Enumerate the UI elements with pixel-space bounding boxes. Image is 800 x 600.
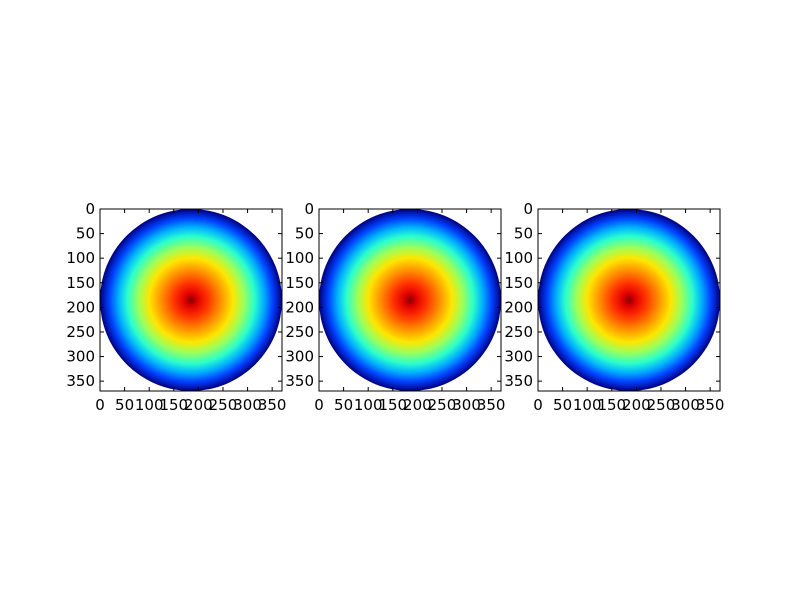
subplot-1: 0 50 1001502002503003500501001502002503003… (66, 200, 286, 414)
x-tick-label: 250 (428, 396, 457, 414)
x-tick-label: 250 (209, 396, 238, 414)
subplot-3: 0 50 1001502002503003500501001502002503003… (504, 200, 724, 414)
x-tick-label: 100 (354, 396, 383, 414)
x-tick-label: 0 (95, 396, 105, 414)
y-tick-label: 300 (504, 348, 533, 366)
y-tick-label: 150 (66, 274, 95, 292)
y-tick-label: 200 (504, 298, 533, 316)
y-tick-label: 0 (304, 200, 314, 218)
x-tick-label: 0 (314, 396, 324, 414)
y-tick-label: 350 (285, 372, 314, 390)
x-tick-label: 300 (233, 396, 262, 414)
y-tick-label: 350 (66, 372, 95, 390)
x-tick-label: 100 (135, 396, 164, 414)
x-tick-label: 350 (258, 396, 287, 414)
y-tick-label: 0 (85, 200, 95, 218)
y-tick-label: 300 (285, 348, 314, 366)
y-tick-label: 0 (523, 200, 533, 218)
y-tick-label: 100 (504, 249, 533, 267)
y-tick-label: 250 (66, 323, 95, 341)
x-tick-label: 150 (378, 396, 407, 414)
x-tick-label: 100 (573, 396, 602, 414)
y-tick-label: 100 (66, 249, 95, 267)
y-tick-label: 350 (504, 372, 533, 390)
y-tick-label: 150 (504, 274, 533, 292)
y-tick-label: 250 (504, 323, 533, 341)
x-tick-label: 50 (115, 396, 134, 414)
x-tick-label: 300 (671, 396, 700, 414)
heatmap-disc (100, 209, 282, 391)
y-tick-label: 50 (514, 225, 533, 243)
y-tick-label: 300 (66, 348, 95, 366)
x-tick-label: 200 (403, 396, 432, 414)
x-tick-label: 0 (533, 396, 543, 414)
x-tick-label: 150 (159, 396, 188, 414)
y-tick-label: 50 (76, 225, 95, 243)
y-tick-label: 200 (66, 298, 95, 316)
y-tick-label: 250 (285, 323, 314, 341)
x-tick-label: 200 (184, 396, 213, 414)
x-tick-label: 50 (334, 396, 353, 414)
y-tick-label: 150 (285, 274, 314, 292)
heatmap-disc (538, 209, 720, 391)
y-tick-label: 200 (285, 298, 314, 316)
x-tick-label: 250 (647, 396, 676, 414)
x-tick-label: 350 (696, 396, 725, 414)
x-tick-label: 150 (597, 396, 626, 414)
axes-frame (99, 208, 283, 392)
y-tick-label: 100 (285, 249, 314, 267)
axes-frame (318, 208, 502, 392)
axes-frame (537, 208, 721, 392)
subplot-2: 0 50 1001502002503003500501001502002503003… (285, 200, 505, 414)
x-tick-label: 50 (553, 396, 572, 414)
x-tick-label: 350 (477, 396, 506, 414)
y-tick-label: 50 (295, 225, 314, 243)
x-tick-label: 200 (622, 396, 651, 414)
x-tick-label: 300 (452, 396, 481, 414)
heatmap-disc (319, 209, 501, 391)
